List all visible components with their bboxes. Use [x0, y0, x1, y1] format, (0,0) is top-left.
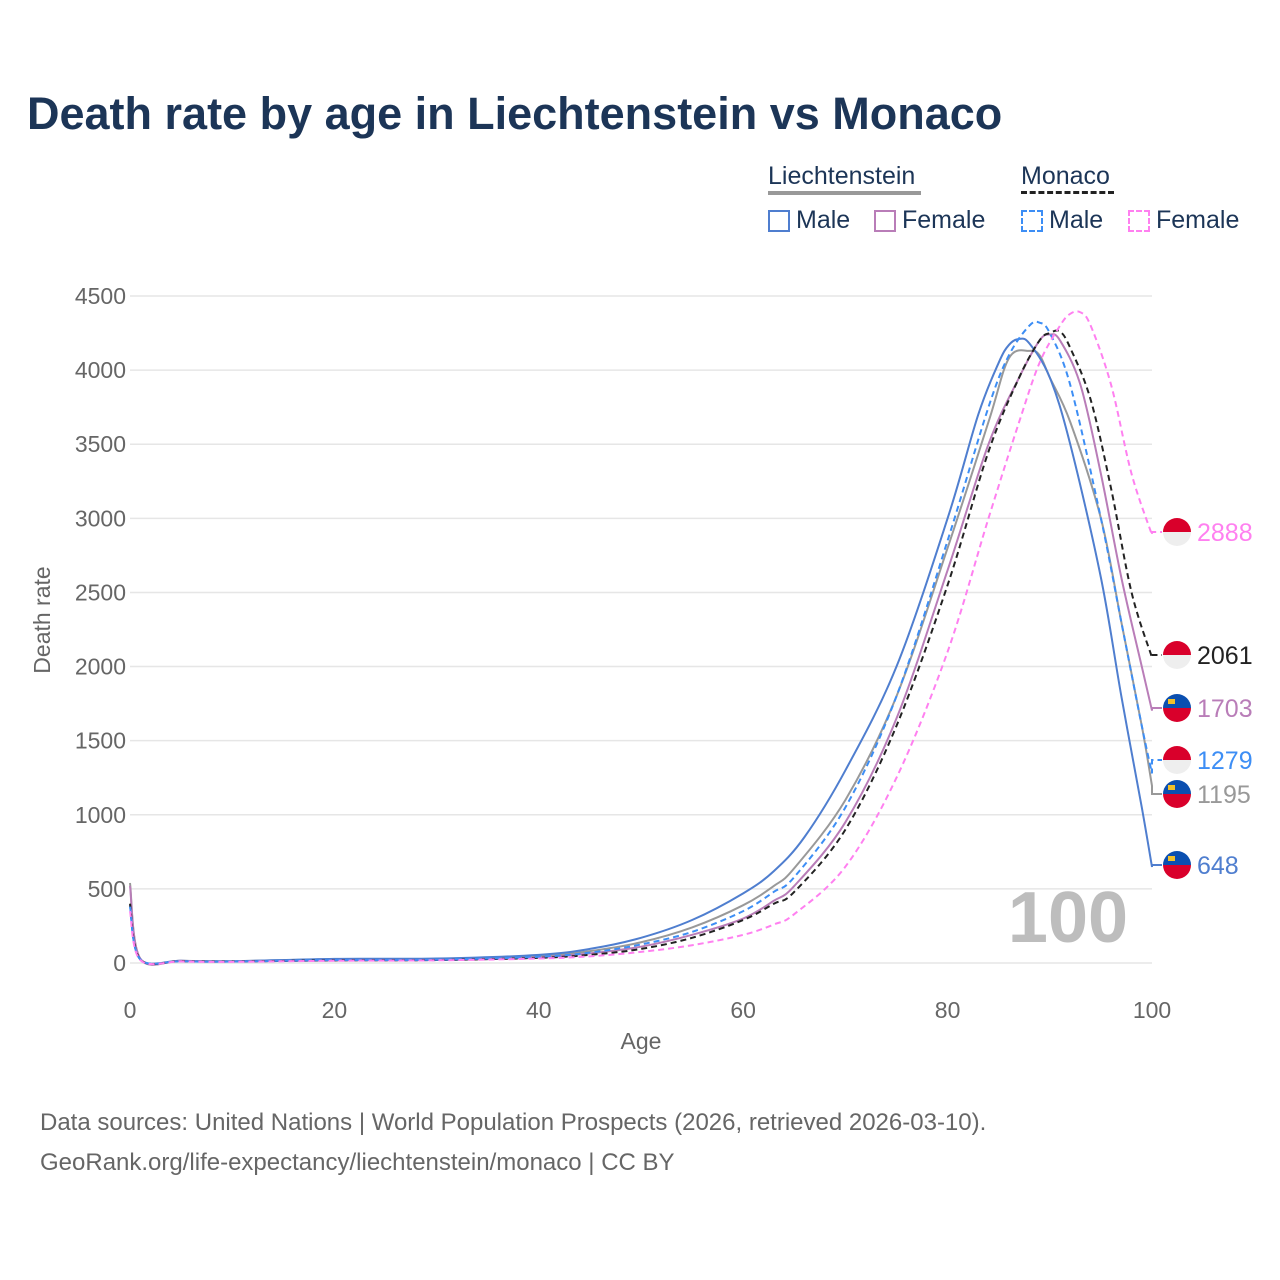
- end-value-label: 648: [1197, 852, 1239, 880]
- series-line-monaco-female: [129, 310, 1162, 966]
- y-tick-label: 2000: [75, 654, 126, 680]
- source-line-1: Data sources: United Nations | World Pop…: [40, 1109, 987, 1136]
- y-tick-label: 1500: [75, 728, 126, 754]
- source-line-2: GeoRank.org/life-expectancy/liechtenstei…: [40, 1149, 675, 1176]
- legend-label: Male: [1049, 206, 1104, 234]
- series-line-liechtenstein-total: [129, 349, 1162, 966]
- legend-line-monaco: [1021, 191, 1114, 194]
- legend-group-liechtenstein: Liechtenstein: [768, 162, 916, 190]
- end-value-label: 1279: [1197, 747, 1253, 775]
- y-tick-label: 1000: [75, 802, 126, 828]
- y-tick-label: 3000: [75, 505, 126, 531]
- legend-swatch: [1021, 209, 1043, 232]
- x-tick-label: 40: [526, 997, 552, 1023]
- crown-icon: [1168, 856, 1175, 861]
- legend-item-liechtenstein-male[interactable]: Male: [768, 206, 850, 235]
- y-tick-label: 500: [88, 876, 126, 902]
- x-tick-label: 0: [124, 997, 137, 1023]
- legend-item-liechtenstein-female[interactable]: Female: [874, 206, 985, 235]
- crown-icon: [1168, 699, 1175, 704]
- y-tick-label: 4000: [75, 357, 126, 383]
- liechtenstein-flag-icon: [1163, 694, 1191, 722]
- monaco-flag-icon: [1163, 641, 1191, 669]
- legend-label: Female: [902, 206, 986, 234]
- legend-item-monaco-male[interactable]: Male: [1021, 206, 1103, 235]
- y-axis-label: Death rate: [29, 566, 55, 673]
- x-axis-label: Age: [621, 1028, 662, 1054]
- crown-icon: [1168, 785, 1175, 790]
- x-tick-label: 20: [322, 997, 348, 1023]
- chart-title: Death rate by age in Liechtenstein vs Mo…: [27, 88, 1003, 139]
- end-value-label: 1195: [1197, 781, 1251, 809]
- x-tick-label: 80: [935, 997, 961, 1023]
- series-line-monaco-total: [129, 329, 1162, 966]
- x-tick-label: 100: [1133, 997, 1171, 1023]
- series-line-liechtenstein-male: [129, 337, 1162, 965]
- end-value-label: 2888: [1197, 519, 1253, 547]
- legend-group-monaco: Monaco: [1021, 162, 1110, 190]
- monaco-flag-icon: [1163, 518, 1191, 546]
- series-line-liechtenstein-female: [129, 333, 1162, 966]
- legend-swatch: [1128, 209, 1150, 232]
- y-tick-label: 3500: [75, 431, 126, 457]
- legend-line-liechtenstein: [768, 191, 921, 195]
- monaco-flag-icon: [1163, 746, 1191, 774]
- series-line-monaco-male: [129, 320, 1162, 965]
- legend-item-monaco-female[interactable]: Female: [1128, 206, 1239, 235]
- year-watermark: 100: [1008, 878, 1128, 958]
- liechtenstein-flag-icon: [1163, 851, 1191, 879]
- legend-swatch: [768, 209, 790, 232]
- y-tick-label: 4500: [75, 283, 126, 309]
- x-tick-label: 60: [730, 997, 756, 1023]
- legend-swatch: [874, 209, 896, 232]
- y-tick-label: 2500: [75, 579, 126, 605]
- y-tick-label: 0: [113, 950, 126, 976]
- legend-label: Male: [796, 206, 851, 234]
- liechtenstein-flag-icon: [1163, 780, 1191, 808]
- legend-label: Female: [1156, 206, 1240, 234]
- end-value-label: 2061: [1197, 642, 1253, 670]
- end-value-label: 1703: [1197, 695, 1253, 723]
